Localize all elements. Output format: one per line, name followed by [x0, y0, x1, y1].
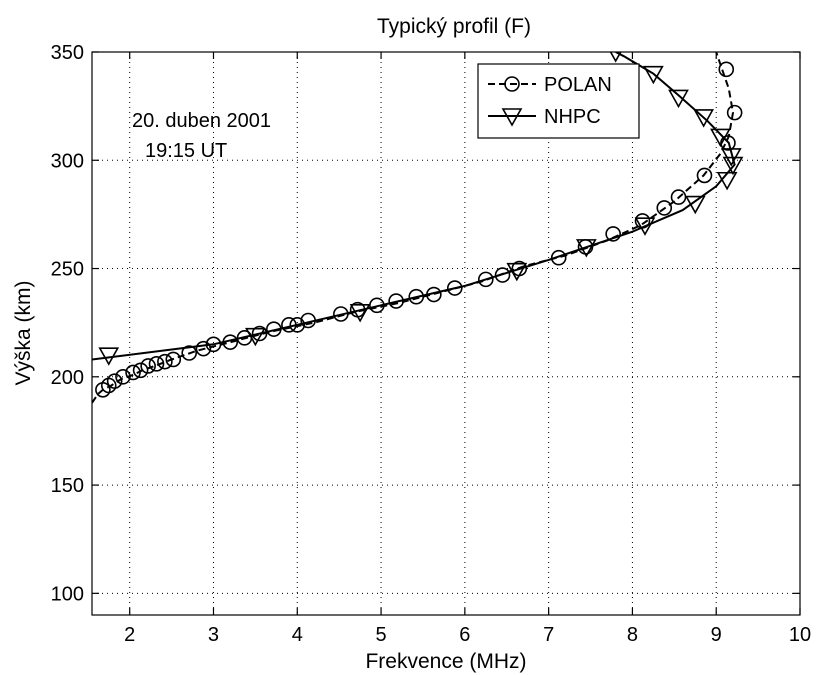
data-point-nhpc [722, 156, 744, 176]
data-point-nhpc [668, 89, 689, 109]
x-tick-label: 10 [789, 624, 811, 646]
y-tick-label: 250 [51, 259, 84, 281]
y-tick-label: 300 [51, 150, 84, 172]
data-point-nhpc [710, 128, 731, 148]
data-point-polan [132, 362, 149, 379]
data-point-polan [605, 226, 621, 242]
data-point-polan [165, 351, 182, 368]
data-point-polan [696, 167, 713, 184]
series-nhpc [92, 52, 744, 366]
data-point-nhpc [716, 171, 738, 191]
x-tick-label: 9 [711, 624, 722, 646]
data-point-nhpc [643, 65, 664, 85]
x-axis-label: Frekvence (MHz) [365, 650, 526, 673]
data-point-polan [106, 373, 123, 389]
series-line-nhpc [92, 52, 736, 361]
data-point-nhpc [693, 109, 715, 128]
data-point-polan [494, 267, 511, 283]
data-point-nhpc [609, 52, 622, 63]
data-point-polan [157, 353, 173, 370]
data-point-nhpc [506, 262, 528, 282]
legend: POLAN NHPC [477, 63, 640, 139]
y-tick-label: 100 [51, 583, 84, 605]
legend-label-nhpc: NHPC [544, 106, 601, 128]
data-point-polan [477, 271, 494, 288]
data-point-polan [656, 200, 673, 216]
data-point-polan [251, 325, 268, 342]
annotation-date: 20. duben 2001 [132, 110, 271, 132]
legend-marker-polan [504, 76, 520, 92]
x-tick-label: 7 [543, 624, 554, 646]
legend-label-polan: POLAN [544, 74, 612, 96]
y-axis: 100 150 200 250 300 350 [51, 42, 800, 605]
x-tick-label: 8 [627, 624, 638, 646]
data-point-nhpc [98, 347, 120, 366]
data-point-polan [125, 364, 141, 381]
y-tick-label: 200 [51, 367, 84, 389]
data-point-polan [148, 356, 165, 372]
data-point-polan [550, 249, 567, 266]
data-point-nhpc [575, 239, 597, 258]
annotation-time: 19:15 UT [145, 140, 227, 162]
y-axis-label: Výška (km) [12, 281, 35, 386]
grid [92, 52, 800, 615]
data-point-polan [670, 189, 687, 205]
data-point-polan [115, 369, 131, 385]
x-tick-label: 4 [292, 624, 303, 646]
y-tick-label: 150 [51, 475, 84, 497]
y-tick-label: 350 [51, 42, 84, 64]
data-point-polan [195, 340, 212, 357]
x-tick-label: 5 [376, 624, 387, 646]
legend-marker-nhpc [501, 108, 523, 127]
data-point-polan [718, 61, 735, 78]
chart-title: Typický profil (F) [377, 15, 531, 38]
data-point-polan [140, 358, 156, 374]
plot-region [92, 52, 744, 404]
data-point-polan [726, 104, 743, 121]
data-point-polan [408, 288, 425, 305]
x-axis: 2 3 4 5 6 7 8 9 10 [124, 52, 811, 646]
series-polan [92, 52, 743, 404]
x-tick-label: 2 [124, 624, 135, 646]
plot-frame [91, 51, 801, 616]
data-point-nhpc [720, 148, 742, 167]
x-tick-label: 3 [208, 624, 219, 646]
data-point-nhpc [349, 304, 371, 323]
data-point-polan [181, 345, 197, 361]
data-point-polan [289, 317, 306, 333]
data-point-nhpc [684, 195, 706, 215]
data-point-polan [446, 280, 463, 296]
x-tick-label: 6 [459, 624, 470, 646]
series-layer [92, 52, 744, 404]
legend-box [477, 63, 640, 139]
data-point-nhpc [634, 217, 656, 236]
data-point-nhpc [245, 327, 266, 347]
